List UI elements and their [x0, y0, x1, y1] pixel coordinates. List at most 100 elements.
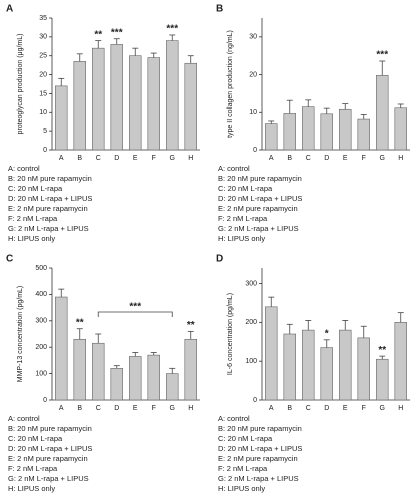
- significance: **: [94, 29, 102, 40]
- bar: [166, 40, 179, 151]
- significance: **: [76, 317, 84, 328]
- y-axis-label: IL-6 concentration (pg/mL): [227, 293, 234, 375]
- legend-entry: C: 20 nM L-rapa: [8, 434, 63, 443]
- significance: ***: [129, 302, 141, 313]
- y-tick-label: 0: [43, 147, 47, 154]
- panel-label: B: [216, 4, 223, 15]
- legend-entry: H: LIPUS only: [8, 234, 55, 243]
- x-tick-label: A: [59, 155, 64, 162]
- y-tick-label: 5: [43, 128, 47, 135]
- bar: [376, 358, 389, 401]
- bar: [339, 108, 352, 151]
- x-tick-label: H: [398, 405, 403, 412]
- significance: ***: [376, 50, 388, 61]
- bar: [357, 337, 370, 401]
- bar: [55, 296, 68, 401]
- y-tick-label: 0: [253, 147, 257, 154]
- x-tick-label: G: [380, 405, 385, 412]
- legend-entry: D: 20 nM L-rapa + LIPUS: [8, 444, 92, 453]
- legend-entry: E: 2 nM pure rapamycin: [8, 204, 88, 213]
- legend-entry: H: LIPUS only: [218, 234, 265, 243]
- y-tick-label: 25: [39, 53, 47, 60]
- x-tick-label: A: [269, 405, 274, 412]
- significance: ***: [166, 24, 178, 35]
- legend-entry: F: 2 nM L-rapa: [218, 464, 268, 473]
- legend-entry: C: 20 nM L-rapa: [218, 184, 273, 193]
- y-tick-label: 500: [35, 265, 47, 272]
- x-tick-label: C: [96, 155, 101, 162]
- legend-entry: H: LIPUS only: [8, 484, 55, 493]
- legend-entry: C: 20 nM L-rapa: [218, 434, 273, 443]
- legend-entry: C: 20 nM L-rapa: [8, 184, 63, 193]
- y-tick-label: 35: [39, 15, 47, 22]
- bar: [376, 75, 389, 151]
- bar: [73, 61, 86, 151]
- bar: [147, 57, 160, 151]
- bar: [129, 356, 142, 401]
- x-tick-label: B: [287, 405, 292, 412]
- y-axis-label: type II collagen production (ng/mL): [227, 30, 234, 138]
- bar: [184, 338, 197, 401]
- legend-entry: B: 20 nM pure rapamycin: [218, 174, 302, 183]
- y-tick-label: 20: [39, 71, 47, 78]
- y-tick-label: 20: [249, 71, 257, 78]
- y-tick-label: 10: [39, 109, 47, 116]
- y-tick-label: 10: [249, 109, 257, 116]
- y-tick-label: 100: [35, 370, 47, 377]
- bar: [320, 113, 333, 151]
- x-tick-label: G: [170, 405, 175, 412]
- legend-entry: B: 20 nM pure rapamycin: [8, 174, 92, 183]
- x-tick-label: C: [306, 155, 311, 162]
- y-tick-label: 30: [39, 34, 47, 41]
- significance: *: [325, 328, 329, 339]
- y-tick-label: 300: [245, 280, 257, 287]
- bar: [110, 44, 123, 151]
- bar: [302, 106, 315, 151]
- legend-entry: E: 2 nM pure rapamycin: [218, 204, 298, 213]
- legend-entry: G: 2 nM L-rapa + LIPUS: [218, 474, 299, 483]
- bar: [302, 329, 315, 401]
- bar: [357, 118, 370, 151]
- x-tick-label: B: [77, 405, 82, 412]
- legend-entry: G: 2 nM L-rapa + LIPUS: [8, 474, 89, 483]
- bar: [394, 107, 407, 151]
- bar: [110, 368, 123, 401]
- x-tick-label: D: [324, 405, 329, 412]
- legend-entry: G: 2 nM L-rapa + LIPUS: [218, 224, 299, 233]
- bar: [283, 113, 296, 151]
- bar: [73, 338, 86, 401]
- y-tick-label: 0: [253, 397, 257, 404]
- x-tick-label: G: [380, 155, 385, 162]
- y-axis-label: MMP-13 concentration (pg/mL): [17, 286, 24, 382]
- x-tick-label: E: [343, 155, 348, 162]
- legend-entry: D: 20 nM L-rapa + LIPUS: [218, 444, 302, 453]
- legend-entry: D: 20 nM L-rapa + LIPUS: [218, 194, 302, 203]
- x-tick-label: E: [133, 405, 138, 412]
- x-tick-label: D: [324, 155, 329, 162]
- y-tick-label: 200: [245, 319, 257, 326]
- legend-entry: F: 2 nM L-rapa: [218, 214, 268, 223]
- bracket: [97, 311, 173, 317]
- bar: [92, 342, 105, 401]
- x-tick-label: F: [362, 405, 366, 412]
- x-tick-label: D: [114, 405, 119, 412]
- x-tick-label: B: [287, 155, 292, 162]
- y-axis-label: proteoglycan production (μg/mL): [17, 34, 24, 135]
- legend-entry: A: control: [8, 414, 40, 423]
- bar: [283, 333, 296, 401]
- legend-entry: B: 20 nM pure rapamycin: [218, 424, 302, 433]
- bar: [339, 329, 352, 401]
- legend-entry: E: 2 nM pure rapamycin: [218, 454, 298, 463]
- y-tick-label: 15: [39, 90, 47, 97]
- bar: [265, 123, 278, 151]
- x-tick-label: F: [152, 405, 156, 412]
- panel-label: D: [216, 254, 223, 265]
- x-tick-label: D: [114, 155, 119, 162]
- legend-entry: A: control: [218, 164, 250, 173]
- y-tick-label: 200: [35, 344, 47, 351]
- legend-entry: E: 2 nM pure rapamycin: [8, 454, 88, 463]
- bar: [129, 55, 142, 151]
- y-tick-label: 300: [35, 318, 47, 325]
- bar: [55, 85, 68, 151]
- x-tick-label: H: [188, 405, 193, 412]
